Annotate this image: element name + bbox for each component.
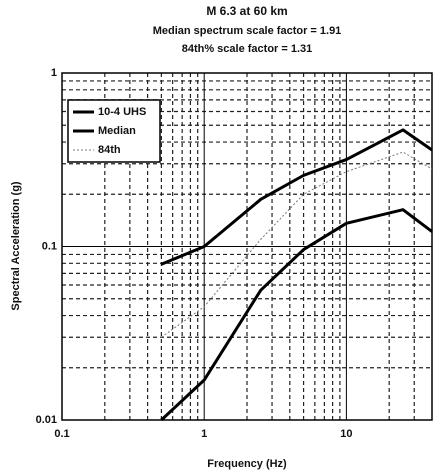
plot-frame (61, 72, 433, 421)
series-line (160, 128, 433, 266)
legend-label: 84th (98, 144, 121, 156)
y-axis-label: Spectral Acceleration (g) (10, 181, 22, 311)
series-line (160, 208, 433, 422)
chart-subtitle: Median spectrum scale factor = 1.91 (153, 25, 342, 37)
x-tick-label: 1 (201, 428, 207, 440)
series-line (161, 151, 433, 338)
legend-label: 10-4 UHS (98, 106, 146, 118)
chart-subtitle: 84th% scale factor = 1.31 (182, 43, 313, 55)
x-tick-label: 0.1 (54, 428, 69, 440)
legend-label: Median (98, 125, 136, 137)
y-tick-label: 1 (51, 67, 57, 79)
chart-title: M 6.3 at 60 km (206, 4, 287, 18)
y-tick-label: 0.01 (36, 414, 57, 426)
y-tick-label: 0.1 (42, 240, 57, 252)
x-tick-label: 10 (340, 428, 352, 440)
x-axis-label: Frequency (Hz) (207, 458, 287, 470)
